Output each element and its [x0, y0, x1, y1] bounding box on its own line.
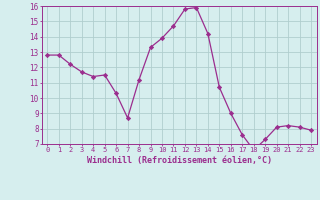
X-axis label: Windchill (Refroidissement éolien,°C): Windchill (Refroidissement éolien,°C): [87, 156, 272, 165]
